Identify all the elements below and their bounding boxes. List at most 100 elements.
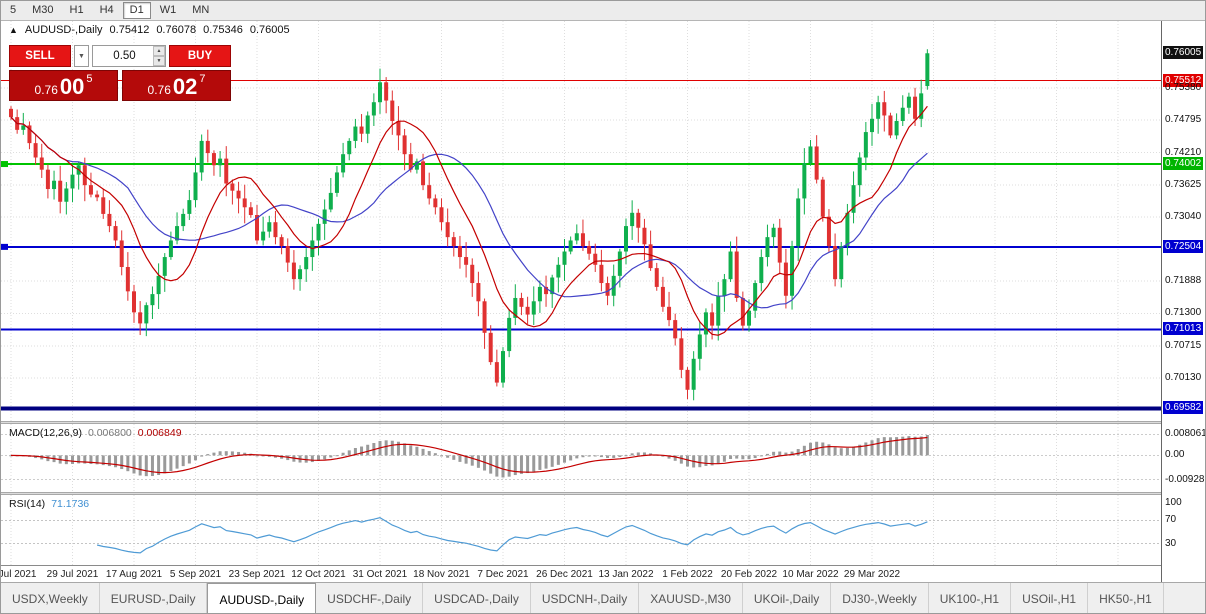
ask-price-display: 0.76 02 7 — [122, 70, 231, 101]
date-label: 26 Dec 2021 — [536, 569, 593, 580]
date-label: 5 Sep 2021 — [169, 569, 222, 580]
price-axis-label: 0.76005 — [1163, 46, 1204, 60]
rsi-label: RSI(14) — [9, 498, 46, 510]
candles — [9, 49, 930, 401]
main-grid — [1, 21, 1161, 421]
volume-dropdown-icon[interactable]: ▼ — [74, 45, 89, 67]
date-label: 20 Feb 2022 — [720, 569, 778, 580]
buy-button[interactable]: BUY — [169, 45, 231, 67]
macd-panel-divider[interactable] — [1, 421, 1205, 424]
date-label: 1 Feb 2022 — [662, 569, 713, 580]
bid-pip-digit: 5 — [86, 73, 93, 85]
price-axis[interactable]: 0.76005 0.75512 0.75380 0.74795 0.74210 0.740… — [1161, 21, 1206, 582]
ask-pip-digit: 7 — [199, 73, 206, 85]
sell-button[interactable]: SELL — [9, 45, 71, 67]
timeframe-button-5[interactable]: 5 — [3, 2, 23, 19]
chart-tab-dj30-weekly[interactable]: DJ30-,Weekly — [831, 583, 929, 613]
date-label: 31 Oct 2021 — [352, 569, 408, 580]
date-label: 10 Mar 2022 — [782, 569, 839, 580]
price-axis-label: 0.75512 — [1163, 73, 1204, 87]
timeframe-button-mn[interactable]: MN — [185, 2, 216, 19]
date-axis[interactable]: 11 Jul 2021 29 Jul 2021 17 Aug 2021 5 Sep 2… — [1, 565, 1161, 582]
ohlc-close: 0.76005 — [249, 24, 290, 36]
one-click-trading-panel: SELL ▼ ▲ ▼ BUY 0.76 00 5 0.76 02 7 — [9, 45, 231, 101]
timeframe-button-w1[interactable]: W1 — [153, 2, 184, 19]
ma-fast-line — [10, 105, 928, 336]
macd-axis-label: 0.00 — [1165, 449, 1185, 461]
ohlc-low: 0.75346 — [203, 24, 243, 36]
rsi-panel-divider[interactable] — [1, 492, 1205, 495]
price-axis-label: 0.71013 — [1163, 322, 1204, 336]
timeframe-button-m30[interactable]: M30 — [25, 2, 60, 19]
price-axis-label: 0.71300 — [1165, 307, 1202, 319]
chart-tab-xauusd-m30[interactable]: XAUUSD-,M30 — [639, 583, 743, 613]
volume-input[interactable] — [93, 49, 156, 63]
chart-tab-ukoil-daily[interactable]: UKOil-,Daily — [743, 583, 832, 613]
price-axis-label: 0.73040 — [1165, 211, 1202, 223]
ask-big-digits: 02 — [172, 74, 198, 100]
macd-value-signal: 0.006849 — [137, 427, 182, 439]
volume-stepper: ▲ ▼ — [153, 46, 165, 66]
ohlc-open: 0.75412 — [109, 24, 150, 36]
horizontal-level-lines[interactable] — [1, 80, 1161, 411]
price-axis-label: 0.75380 — [1165, 81, 1202, 93]
price-axis-label: 0.73625 — [1165, 178, 1202, 190]
bid-prefix: 0.76 — [34, 82, 58, 97]
macd-signal-line — [10, 436, 928, 474]
rsi-header: RSI(14) 71.1736 — [9, 498, 89, 510]
macd-value-main: 0.006800 — [87, 427, 132, 439]
date-label: 7 Dec 2021 — [477, 569, 529, 580]
chart-tab-usdcnh-daily[interactable]: USDCNH-,Daily — [531, 583, 640, 613]
rsi-line — [96, 517, 928, 554]
ohlc-high: 0.76078 — [156, 24, 197, 36]
chart-tab-usdcad-daily[interactable]: USDCAD-,Daily — [423, 583, 531, 613]
ma-slow-line — [10, 116, 928, 309]
volume-field: ▲ ▼ — [92, 45, 166, 67]
date-label: 23 Sep 2021 — [228, 569, 286, 580]
timeframe-button-d1[interactable]: D1 — [122, 2, 151, 19]
price-axis-label: 0.74795 — [1165, 114, 1202, 126]
timeframe-toolbar: 5 M30 H1 H4 D1 W1 MN — [1, 1, 1205, 21]
price-chart[interactable] — [1, 21, 1161, 421]
chart-tab-usdx-weekly[interactable]: USDX,Weekly — [1, 583, 100, 613]
rsi-axis-label: 100 — [1165, 497, 1182, 508]
rsi-value: 71.1736 — [51, 498, 90, 510]
chart-tab-usoil-h1[interactable]: USOil-,H1 — [1011, 583, 1089, 613]
macd-indicator-chart[interactable] — [1, 424, 1161, 492]
price-axis-label: 0.70130 — [1165, 372, 1202, 384]
price-axis-label: 0.70715 — [1165, 339, 1202, 351]
chart-tab-bar: USDX,Weekly EURUSD-,Daily AUDUSD-,Daily USD… — [1, 582, 1205, 613]
chart-tab-uk100-h1[interactable]: UK100-,H1 — [929, 583, 1012, 613]
chart-tab-eurusd-daily[interactable]: EURUSD-,Daily — [100, 583, 208, 613]
rsi-axis-label: 70 — [1165, 514, 1177, 526]
date-label: 13 Jan 2022 — [598, 569, 654, 580]
date-label: 11 Jul 2021 — [1, 569, 37, 580]
rsi-axis-label: 30 — [1165, 537, 1177, 549]
price-axis-label: 0.72504 — [1163, 239, 1204, 253]
symbol-icon: ▲ — [9, 25, 18, 35]
timeframe-button-h1[interactable]: H1 — [63, 2, 91, 19]
chart-ohlc-header: ▲ AUDUSD-,Daily 0.75412 0.76078 0.75346 … — [9, 24, 290, 36]
macd-header: MACD(12,26,9) 0.006800 0.006849 — [9, 427, 182, 439]
date-label: 17 Aug 2021 — [105, 569, 163, 580]
macd-axis-label: -0.00928 — [1165, 473, 1205, 485]
volume-up-icon[interactable]: ▲ — [153, 46, 165, 56]
volume-down-icon[interactable]: ▼ — [153, 56, 165, 66]
timeframe-button-h4[interactable]: H4 — [93, 2, 121, 19]
chart-tab-audusd-daily[interactable]: AUDUSD-,Daily — [207, 583, 317, 613]
price-axis-label: 0.69582 — [1163, 401, 1204, 415]
price-axis-label: 0.71888 — [1165, 274, 1202, 286]
chart-tab-usdchf-daily[interactable]: USDCHF-,Daily — [316, 583, 424, 613]
rsi-indicator-chart[interactable] — [1, 495, 1161, 565]
chart-tab-hk50-h1[interactable]: HK50-,H1 — [1088, 583, 1164, 613]
bid-big-digits: 00 — [59, 74, 85, 100]
price-axis-label: 0.74002 — [1163, 157, 1204, 171]
date-label: 29 Mar 2022 — [843, 569, 901, 580]
ask-prefix: 0.76 — [147, 82, 171, 97]
bid-price-display: 0.76 00 5 — [9, 70, 118, 101]
date-label: 29 Jul 2021 — [46, 569, 99, 580]
macd-axis-label: 0.008061 — [1165, 428, 1206, 440]
chart-title: AUDUSD-,Daily — [24, 24, 103, 36]
macd-label: MACD(12,26,9) — [9, 427, 82, 439]
